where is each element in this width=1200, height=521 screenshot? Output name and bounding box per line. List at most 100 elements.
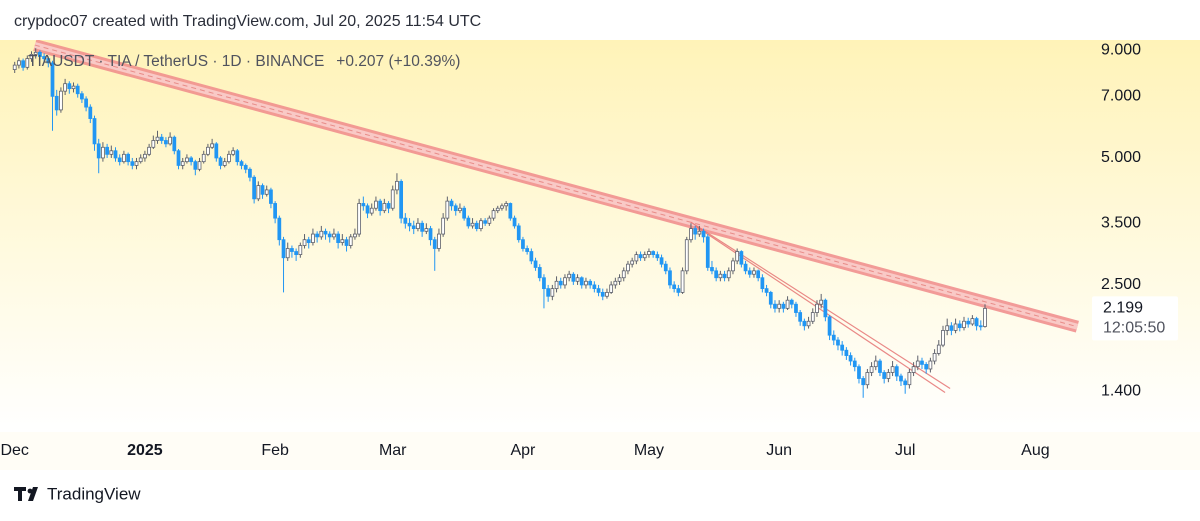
candle-body [151,140,156,148]
candle-body [844,349,849,356]
candle-body [143,153,147,159]
candle-body [810,312,815,322]
candle-body [348,236,353,246]
candle-body [311,233,315,243]
candle-body [491,210,496,219]
candle-body [710,267,714,272]
candle-body [508,203,513,219]
candle-body [470,222,475,227]
candle-body [756,270,761,279]
candle-body [831,334,836,341]
candle-body [932,353,937,362]
candle-body [479,220,483,229]
candle-body [806,320,811,327]
candle-body [789,299,794,305]
x-tick-label: Jun [766,442,792,459]
candle-body [630,260,635,265]
candle-body [869,366,874,373]
candle-body [865,372,870,386]
candle-body [882,372,887,379]
candle-body [567,273,572,279]
candle-body [794,303,798,313]
candle-body [924,363,929,370]
candle-body [743,263,748,272]
candle-body [33,51,38,55]
candle-body [369,207,374,214]
candle-body [684,239,689,272]
candle-body [928,360,933,370]
candle-body [647,251,651,256]
candle-body [537,267,542,279]
candle-body [424,228,429,232]
candle-body [857,366,861,379]
candle-body [17,60,21,66]
candle-body [374,200,378,209]
price-label-box [1092,296,1178,341]
candle-body [617,277,622,282]
candle-body [920,360,924,365]
candle-body [285,248,290,259]
candle-body [563,277,567,286]
candle-body [75,85,80,95]
candle-body [323,230,328,235]
candle-body [575,277,580,282]
candle-body [155,136,160,141]
candle-body [525,248,530,252]
candle-body [815,303,819,313]
candle-body [651,251,656,256]
candle-body [785,299,790,309]
candle-body [159,136,164,141]
candle-body [353,233,357,238]
candle-body [693,228,698,235]
candle-body [365,205,370,214]
time-axis-background [0,432,1200,470]
candle-body [273,203,277,219]
candle-body [915,360,920,368]
candle-body [420,222,425,232]
plot [12,40,1079,398]
candle-body [953,323,958,331]
candle-body [105,146,109,155]
candle-body [445,200,450,219]
price-axis-background [1090,40,1200,432]
candle-body [227,153,231,163]
candle-body [852,360,857,368]
candle-body [357,203,362,235]
candle-body [126,153,130,163]
candle-body [714,270,719,279]
candle-body [315,233,319,238]
candle-body [382,203,387,212]
candle-body [529,251,534,262]
candle-body [210,143,214,148]
candle-body [432,239,437,249]
candle-body [189,157,193,163]
candle-body [147,146,151,155]
brand-logo [14,487,38,501]
candle-body [827,316,832,336]
candle-body [80,93,84,100]
candle-body [340,239,345,243]
candle-body [504,203,509,207]
candle-body [957,323,962,329]
candle-body [462,207,467,219]
candle-body [67,83,72,90]
candle-body [29,54,34,60]
candle-body [890,366,895,373]
candle-body [218,157,223,166]
y-tick-label: 1.400 [1101,382,1141,399]
candle-body [441,217,446,235]
candle-body [764,288,769,293]
x-tick-label: Mar [379,442,407,459]
candle-body [966,320,971,325]
candle-body [873,360,878,368]
candle-body [689,228,693,241]
candle-body [180,161,185,166]
candle-body [638,254,643,259]
x-tick-label: Jul [895,442,915,459]
candle-body [336,233,341,243]
candle-body [768,291,773,305]
candle-body [512,217,517,227]
candle-body [936,344,941,354]
candle-body [609,284,614,293]
